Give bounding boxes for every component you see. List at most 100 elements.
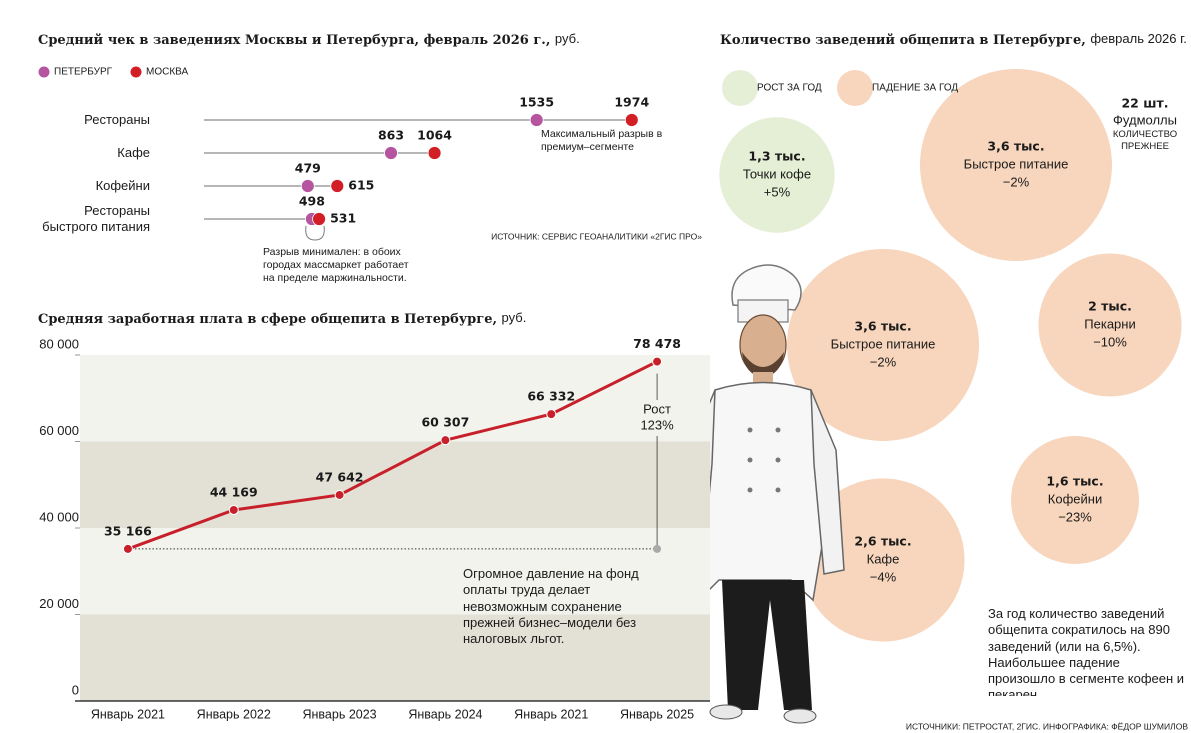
y-tick-label: 0 bbox=[72, 682, 79, 697]
category-label-box: Рестораны bbox=[84, 111, 150, 127]
extra-value: 22 шт. bbox=[1121, 96, 1168, 111]
growth-label: 123% bbox=[640, 417, 674, 432]
annotation: Огромное давление на фонд оплаты труда д… bbox=[463, 566, 639, 646]
value-label: 498 bbox=[299, 194, 325, 209]
dot-title: Средний чек в заведениях Москвы и Петерб… bbox=[38, 31, 580, 47]
annotation-box: За год количество заведений общепита сок… bbox=[988, 606, 1185, 696]
title: Средняя заработная плата в сфере общепит… bbox=[38, 312, 497, 327]
y-tick-label: 40 000 bbox=[39, 509, 79, 524]
x-tick-label: Январь 2025 bbox=[620, 707, 694, 721]
value-label: 1064 bbox=[417, 128, 452, 143]
value-label: 66 332 bbox=[527, 389, 575, 404]
legend-marker bbox=[722, 70, 758, 106]
extra-note-box: КОЛИЧЕСТВО ПРЕЖНЕЕ bbox=[1112, 129, 1178, 152]
bubble-name: Кафе bbox=[867, 551, 900, 566]
dot bbox=[529, 113, 544, 127]
point bbox=[652, 356, 663, 367]
legend-label: ПАДЕНИЕ ЗА ГОД bbox=[872, 83, 958, 94]
background-band bbox=[80, 355, 710, 442]
dot bbox=[312, 212, 326, 226]
category-label: Кафе bbox=[117, 144, 150, 160]
bubble bbox=[1011, 436, 1139, 564]
value-label: 1535 bbox=[519, 95, 554, 110]
x-tick-label: Январь 2021 bbox=[91, 707, 165, 721]
bubble-value: 1,3 тыс. bbox=[748, 149, 805, 164]
dot bbox=[427, 146, 442, 160]
extra-name: Фудмоллы bbox=[1113, 112, 1177, 127]
unit: руб. bbox=[502, 310, 527, 325]
y-tick-label: 20 000 bbox=[39, 596, 79, 611]
value-label: 615 bbox=[348, 178, 374, 193]
x-tick-label: Январь 2022 bbox=[197, 707, 271, 721]
point bbox=[334, 489, 345, 500]
category-label-box: Кафе bbox=[117, 144, 150, 160]
bubble-name: Точки кофе bbox=[743, 166, 811, 181]
legend-label: РОСТ ЗА ГОД bbox=[757, 83, 822, 94]
point bbox=[228, 504, 239, 515]
bubble bbox=[787, 249, 979, 441]
legend-marker bbox=[130, 66, 142, 78]
title: Средний чек в заведениях Москвы и Петерб… bbox=[38, 33, 550, 48]
x-tick-label: Январь 2023 bbox=[303, 707, 377, 721]
bubble-name: Пекарни bbox=[1084, 316, 1135, 331]
bubble-change: −23% bbox=[1058, 509, 1092, 524]
point bbox=[546, 409, 557, 420]
unit: руб. bbox=[555, 31, 580, 46]
category-label: Кофейни bbox=[95, 177, 150, 193]
dot bbox=[330, 179, 345, 193]
bubble-name: Быстрое питание bbox=[831, 336, 936, 351]
background-band bbox=[80, 528, 710, 615]
annotation-bracket bbox=[305, 225, 325, 241]
growth-label-bg bbox=[635, 400, 680, 436]
annotation: Максимальный разрыв в премиум–сегменте bbox=[541, 128, 663, 154]
category-label: Рестораны bbox=[84, 111, 150, 127]
bubble-value: 3,6 тыс. bbox=[854, 319, 911, 334]
value-label: 60 307 bbox=[421, 415, 469, 430]
value-label: 531 bbox=[330, 211, 356, 226]
bubble-change: −10% bbox=[1093, 334, 1127, 349]
bubble-name: Быстрое питание bbox=[964, 156, 1069, 171]
bubble bbox=[719, 117, 835, 233]
category-label-box: Рестораны быстрого питания bbox=[42, 202, 150, 234]
value-label: 78 478 bbox=[633, 336, 681, 351]
annotation-box: Максимальный разрыв в премиум–сегменте bbox=[541, 128, 663, 154]
line bbox=[127, 360, 658, 551]
bubble-value: 1,6 тыс. bbox=[1046, 474, 1103, 489]
bubble-title: Количество заведений общепита в Петербур… bbox=[720, 31, 1187, 47]
background-band bbox=[80, 614, 710, 701]
legend-label: ПЕТЕРБУРГ bbox=[54, 67, 113, 78]
title: Количество заведений общепита в Петербур… bbox=[720, 33, 1086, 48]
dot bbox=[624, 113, 639, 127]
line-title: Средняя заработная плата в сфере общепит… bbox=[38, 310, 526, 326]
annotation-box: Разрыв минимален: в обоих городах массма… bbox=[263, 246, 409, 285]
dot bbox=[300, 179, 315, 193]
annotation: Разрыв минимален: в обоих городах массма… bbox=[263, 246, 409, 285]
growth-label: Рост bbox=[643, 401, 671, 416]
bubble bbox=[801, 478, 965, 642]
point bbox=[122, 543, 133, 554]
bubble bbox=[1038, 253, 1182, 397]
value-label: 35 166 bbox=[104, 523, 152, 538]
value-label: 44 169 bbox=[210, 484, 258, 499]
value-label: 479 bbox=[295, 161, 321, 176]
source: ИСТОЧНИКИ: ПЕТРОСТАТ, 2ГИС. ИНФОГРАФИКА:… bbox=[906, 721, 1188, 731]
bubble-change: +5% bbox=[764, 184, 791, 199]
legend-marker bbox=[837, 70, 873, 106]
bubble-name: Кофейни bbox=[1048, 491, 1102, 506]
annotation-box: Огромное давление на фонд оплаты труда д… bbox=[463, 566, 639, 646]
value-label: 863 bbox=[378, 128, 404, 143]
bubble bbox=[920, 69, 1112, 261]
unit: февраль 2026 г. bbox=[1090, 31, 1187, 46]
x-tick-label: Январь 2021 bbox=[514, 707, 588, 721]
category-label: Рестораны быстрого питания bbox=[42, 202, 150, 234]
y-tick-label: 80 000 bbox=[39, 336, 79, 351]
extra-note: КОЛИЧЕСТВО ПРЕЖНЕЕ bbox=[1112, 129, 1178, 152]
bubble-change: −4% bbox=[870, 569, 897, 584]
legend-marker bbox=[38, 66, 50, 78]
bubble-value: 2 тыс. bbox=[1088, 299, 1132, 314]
annotation: За год количество заведений общепита сок… bbox=[988, 606, 1185, 696]
value-label: 1974 bbox=[614, 95, 649, 110]
bubble-change: −2% bbox=[1003, 174, 1030, 189]
